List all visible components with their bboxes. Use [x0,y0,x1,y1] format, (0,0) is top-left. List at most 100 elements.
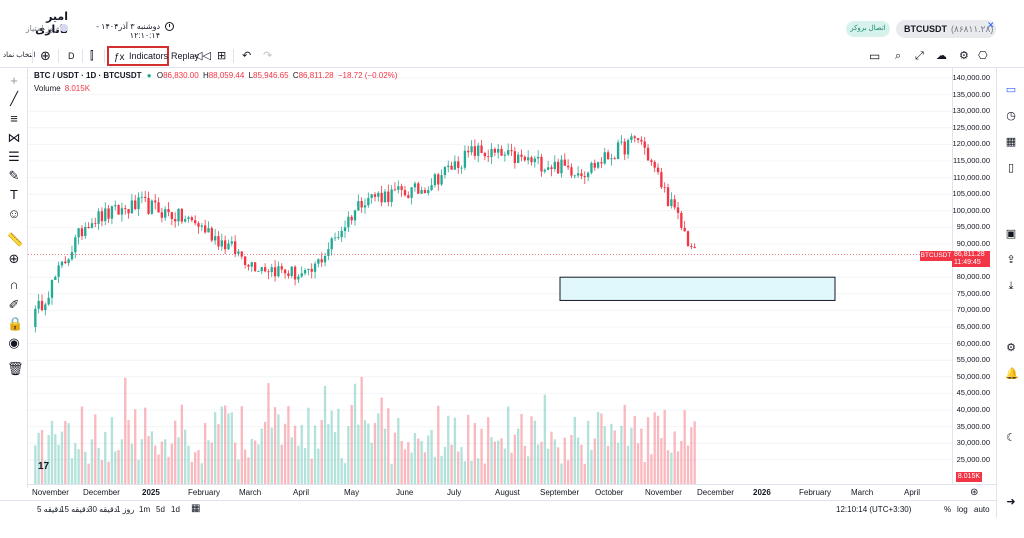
log-toggle[interactable]: log [957,505,968,514]
calendar-range-icon[interactable]: ▦ [191,503,201,514]
emoji-icon[interactable]: ☺ [7,206,21,221]
volume-bar [520,413,523,484]
volume-bar [423,452,427,484]
text-icon[interactable]: T [10,187,18,202]
range-5d[interactable]: 5d [156,505,165,514]
candle-body [54,276,57,280]
price-axis[interactable]: 140,000.00 135,000.00 130,000.00 125,000.00… [952,68,996,484]
replay-button[interactable]: Replay [171,51,200,61]
timezone-clock[interactable]: 12:10:14 (UTC+3:30) [836,505,912,514]
divider [58,49,59,63]
volume-bar [646,417,650,484]
crosshair-icon[interactable]: + [10,73,18,88]
calendar-icon[interactable]: ▦ [1005,136,1017,148]
volume-label[interactable]: Volume [34,84,61,93]
upload-icon[interactable]: ⇪ [1006,254,1016,266]
candles-icon[interactable]: ⫿ [90,50,94,62]
account-symbol-pill[interactable]: BTCUSDT (۸۶۸۱۱.۲۸) [896,20,996,38]
legend-symbol[interactable]: BTC / USDT · 1D · BTCUSDT [34,71,142,80]
price-tick: 25,000.00 [956,454,990,464]
watchlist-icon[interactable]: ▭ [1005,84,1017,96]
volume-bar [104,431,107,484]
volume-bar [596,411,600,484]
phone-icon[interactable]: ▯ [1007,162,1015,174]
candle-body [137,197,140,210]
gear-icon[interactable]: ⚙ [959,50,969,62]
zoom-icon[interactable]: ⌕ [895,50,902,62]
volume-bar [340,458,343,484]
candle-body [606,152,610,160]
forecast-icon[interactable]: ☰ [8,149,20,164]
candle-body [640,139,643,142]
candle-body [566,165,570,168]
candle-body [377,192,380,197]
close-icon[interactable]: ✕ [987,20,995,30]
connect-broker-button[interactable]: اتصال بروکر [846,21,890,37]
range-1m[interactable]: 1m [139,505,151,514]
rewind-icon[interactable]: ◁◁ [194,50,211,62]
candle-body [487,156,490,158]
time-tick: February [799,488,832,497]
lock-drawing-icon[interactable]: ✐ [8,297,20,312]
candle-body [580,173,583,177]
auto-toggle[interactable]: auto [974,505,990,514]
time-tick: 2026 [753,488,771,497]
range-30m[interactable]: 30 دقیقه [88,505,118,514]
layout-grid-icon[interactable]: ⊞ [217,50,227,62]
lock-icon[interactable]: 🔒 [7,316,24,331]
arrow-icon[interactable]: ➜ [1006,496,1016,508]
gear-icon[interactable]: ⚙ [1006,342,1016,354]
avatar[interactable] [60,24,68,32]
candle-body [210,228,213,241]
trendline-icon[interactable]: ╱ [10,91,18,106]
range-1d[interactable]: 1d [171,505,180,514]
brush-icon[interactable]: ✎ [8,168,20,183]
eye-icon[interactable]: ◉ [8,335,20,350]
fib-icon[interactable]: ≡ [10,111,18,126]
candle-body [300,273,303,277]
magnet-icon[interactable]: ∩ [9,277,19,292]
bar-countdown: 11:49:45 [954,259,981,266]
candle-body [433,174,437,186]
dark-mode-icon[interactable]: ☾ [1006,432,1016,444]
rectangle-icon[interactable]: ▭ [869,49,881,63]
volume-bar [636,443,640,484]
indicators-button[interactable]: ƒx Indicators [107,46,169,66]
add-symbol-icon[interactable]: ⊕ [40,48,51,63]
percent-toggle[interactable]: % [944,505,952,514]
price-tick: 105,000.00 [952,189,990,199]
range-5m[interactable]: 5 دقیقه [37,505,62,514]
volume-bar [517,428,520,484]
interval-button[interactable]: D [68,51,75,61]
volume-bar [490,437,493,484]
download-icon[interactable]: ⤓ [1008,280,1014,292]
candle-body [277,266,280,277]
candle-body [370,194,373,198]
undo-icon[interactable]: ↶ [242,50,252,62]
time-axis[interactable]: November December 2025 February March April Ma… [28,484,996,500]
wallet-icon[interactable]: ▣ [1005,228,1017,240]
range-15m[interactable]: 15 دقیقه [60,505,90,514]
cloud-icon[interactable]: ☁ [936,50,947,62]
alerts-clock-icon[interactable]: ◷ [1006,110,1016,122]
ruler-icon[interactable]: 📏 [7,232,24,247]
zoom-in-icon[interactable]: ⊕ [8,251,20,266]
bell-icon[interactable]: 🔔 [1005,368,1019,380]
volume-bar [84,451,87,484]
fullscreen-icon[interactable]: ⤢ [915,50,924,62]
camera-icon[interactable]: ⎔ [978,50,988,62]
range-1d-fa[interactable]: 1 روز [116,505,135,514]
volume-bar [650,454,653,484]
symbol-search-label[interactable]: انتخاب نماد [3,52,36,59]
volume-bar [450,444,453,484]
user-name[interactable]: امیر تاتاری [35,11,68,36]
candle-body [200,225,203,227]
trash-icon[interactable]: 🗑 [7,361,24,376]
axis-settings-icon[interactable]: ⊛ [970,487,979,498]
volume-bar [64,421,67,484]
pattern-icon[interactable]: ⋈ [7,130,21,145]
redo-icon[interactable]: ↷ [263,50,273,62]
tradingview-logo[interactable]: 17 [38,461,50,472]
volume-bar [250,438,253,484]
price-chart[interactable] [28,68,952,484]
